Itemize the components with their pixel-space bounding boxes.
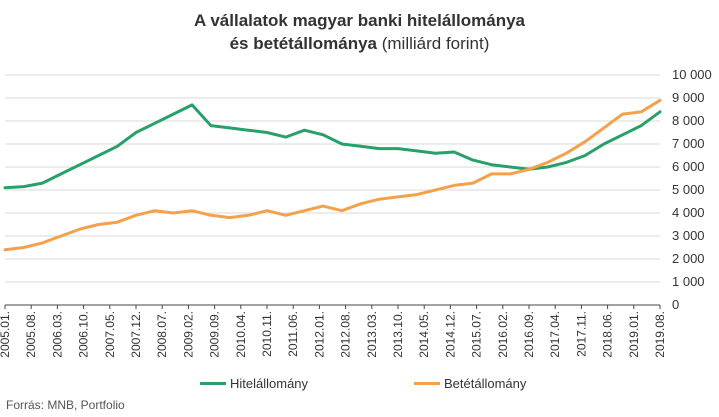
x-tick-label: 2008.07. [155,311,169,358]
x-tick-label: 2016.02. [496,311,510,358]
x-tick-label: 2013.10. [391,311,405,358]
legend-label-betet: Betétállomány [444,376,527,391]
legend-swatch-hitel [200,382,226,385]
source-note: Forrás: MNB, Portfolio [6,398,125,412]
x-tick-label: 2017.04. [548,311,562,358]
x-tick-label: 2007.05. [103,311,117,358]
y-tick-label: 6 000 [672,159,705,174]
x-tick-label: 2013.03. [365,311,379,358]
x-tick-label: 2018.06. [601,311,615,358]
x-tick-label: 2016.09. [522,311,536,358]
y-tick-label: 1 000 [672,274,705,289]
y-tick-label: 0 [672,297,679,312]
x-tick-label: 2010.11. [260,311,274,357]
y-tick-label: 10 000 [672,67,712,82]
x-tick-label: 2015.07. [470,311,484,358]
x-tick-label: 2005.08. [24,311,38,358]
x-tick-label: 2012.01. [312,311,326,358]
chart-title-line1: A vállalatok magyar banki hitelállománya [193,11,525,30]
y-tick-label: 5 000 [672,182,705,197]
x-tick-label: 2019.08. [653,311,667,358]
y-tick-label: 3 000 [672,228,705,243]
x-tick-label: 2009.02. [181,311,195,358]
legend-item-hitel: Hitelállomány [200,376,308,391]
legend-item-betet: Betétállomány [414,376,526,391]
x-tick-label: 2019.01. [627,311,641,358]
x-tick-label: 2010.04. [234,311,248,358]
legend-label-hitel: Hitelállomány [230,376,309,391]
x-tick-label: 2011.06. [286,311,300,357]
chart-title-bold: és betétállománya [229,34,377,53]
series-line-hitel [3,103,662,190]
x-tick-label: 2014.12. [443,311,457,358]
x-tick-label: 2006.10. [77,311,91,358]
x-tick-label: 2005.01. [0,311,12,358]
x-tick-label: 2007.12. [129,311,143,358]
legend-swatch-betet [414,382,440,385]
x-tick-label: 2014.05. [417,311,431,358]
y-tick-label: 4 000 [672,205,705,220]
chart-title-unit: (milliárd forint) [377,34,490,53]
y-tick-label: 9 000 [672,90,705,105]
chart-title-line2: és betétállománya (milliárd forint) [0,34,719,54]
y-tick-label: 8 000 [672,113,705,128]
y-tick-label: 7 000 [672,136,705,151]
y-tick-label: 2 000 [672,251,705,266]
x-tick-label: 2017.11. [574,311,588,357]
x-tick-label: 2009.09. [208,311,222,358]
x-tick-label: 2012.08. [339,311,353,358]
series-line-betet [3,98,662,252]
x-tick-label: 2006.03. [50,311,64,358]
